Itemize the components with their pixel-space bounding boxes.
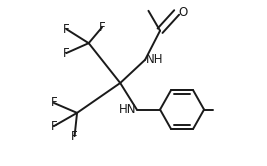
Text: F: F [71, 130, 78, 143]
Text: NH: NH [146, 53, 163, 66]
Text: F: F [50, 96, 57, 109]
Text: F: F [63, 47, 70, 60]
Text: F: F [99, 21, 105, 34]
Text: O: O [179, 6, 188, 19]
Text: F: F [50, 120, 57, 133]
Text: F: F [63, 23, 70, 36]
Text: HN: HN [119, 103, 136, 116]
